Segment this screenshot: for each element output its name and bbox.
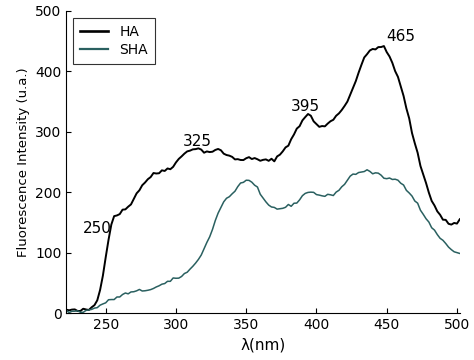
SHA: [364, 168, 370, 172]
Text: 395: 395: [291, 99, 320, 114]
Line: SHA: SHA: [66, 170, 460, 312]
HA: [75, 309, 81, 313]
HA: [89, 305, 94, 310]
Text: 325: 325: [183, 134, 212, 149]
SHA: [89, 307, 94, 311]
HA: [403, 106, 409, 111]
SHA: [457, 251, 463, 256]
HA: [196, 146, 201, 150]
HA: [443, 218, 448, 222]
Line: HA: HA: [66, 46, 460, 311]
Text: 465: 465: [387, 29, 416, 44]
Y-axis label: Fluorescence Intensity (u.a.): Fluorescence Intensity (u.a.): [17, 67, 29, 257]
SHA: [403, 188, 409, 193]
Text: 250: 250: [83, 221, 112, 236]
Legend: HA, SHA: HA, SHA: [73, 18, 155, 64]
HA: [381, 44, 387, 48]
SHA: [64, 308, 69, 312]
HA: [66, 308, 72, 312]
SHA: [66, 310, 72, 315]
HA: [64, 307, 69, 312]
HA: [412, 141, 418, 145]
HA: [457, 217, 463, 221]
X-axis label: λ(nm): λ(nm): [240, 338, 286, 352]
SHA: [412, 199, 418, 203]
SHA: [69, 309, 75, 314]
SHA: [443, 241, 448, 246]
SHA: [196, 257, 201, 262]
